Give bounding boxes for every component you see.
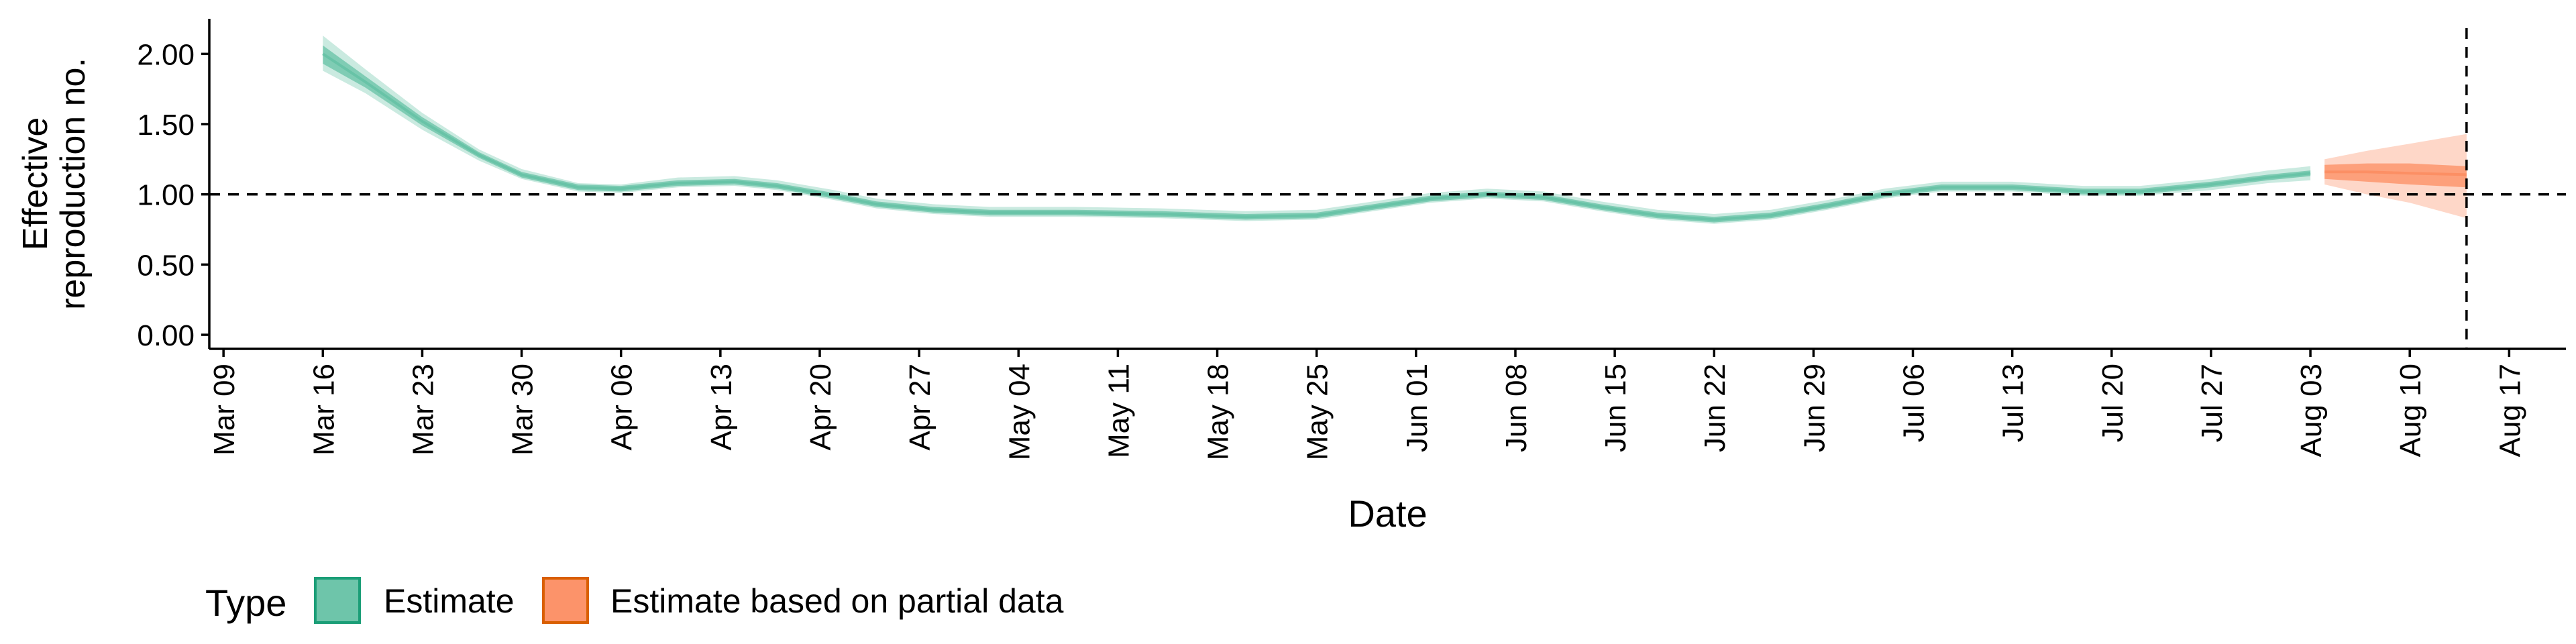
- x-tick-label: Aug 17: [2493, 364, 2526, 457]
- y-tick-label: 0.50: [137, 249, 195, 282]
- band50-series-1: [323, 45, 2311, 223]
- legend-key-series-1: [314, 577, 361, 624]
- x-tick-label: Apr 20: [804, 364, 837, 451]
- y-tick-label: 1.50: [137, 109, 195, 142]
- x-tick-label: Jul 27: [2196, 364, 2229, 442]
- band90-series-1: [323, 36, 2311, 224]
- y-tick-label: 0.00: [137, 319, 195, 352]
- x-tick-label: Mar 16: [307, 364, 340, 455]
- x-tick-label: Apr 13: [705, 364, 738, 451]
- bands-layer: [323, 36, 2467, 224]
- y-axis-title-line: reproduction no.: [54, 58, 93, 310]
- x-tick-label: May 25: [1301, 364, 1334, 460]
- legend: Type Estimate Estimate based on partial d…: [205, 577, 1064, 624]
- x-tick-label: Apr 06: [606, 364, 639, 451]
- median-line-series-2: [2324, 170, 2467, 176]
- x-tick-label: Jun 15: [1599, 364, 1632, 452]
- x-tick-label: Jun 29: [1798, 364, 1831, 452]
- x-tick-label: Jun 22: [1699, 364, 1731, 452]
- legend-key-series-2: [542, 577, 589, 624]
- y-axis-ticks: 0.00 0.50 1.00 1.50 2.00: [137, 38, 209, 352]
- x-tick-label: Aug 03: [2295, 364, 2328, 457]
- legend-label-series-1: Estimate: [384, 582, 515, 620]
- median-line-series-1: [322, 52, 2311, 221]
- y-axis-title-line: Effective: [16, 117, 55, 250]
- lines-layer: [322, 52, 2467, 221]
- x-tick-label: Aug 10: [2394, 364, 2427, 457]
- legend-items: Estimate Estimate based on partial data: [314, 577, 1064, 624]
- x-tick-label: Jul 13: [1997, 364, 2030, 442]
- x-tick-label: Mar 09: [208, 364, 241, 455]
- y-axis-title: Effectivereproduction no.: [16, 58, 93, 310]
- y-tick-label: 2.00: [137, 38, 195, 71]
- x-tick-label: May 11: [1102, 364, 1135, 458]
- y-tick-label: 1.00: [137, 179, 195, 212]
- x-tick-label: Jul 06: [1898, 364, 1931, 442]
- x-tick-label: Jul 20: [2096, 364, 2129, 442]
- x-tick-label: May 18: [1202, 364, 1235, 460]
- x-tick-label: Mar 23: [407, 364, 439, 455]
- x-tick-label: Apr 27: [904, 364, 936, 451]
- x-tick-label: Jun 01: [1401, 364, 1434, 452]
- legend-title: Type: [205, 582, 286, 624]
- x-axis-ticks: Mar 09 Mar 16 Mar 23 Mar 30 Apr 06 Apr 13 Apr …: [208, 349, 2526, 460]
- x-tick-label: Jun 08: [1500, 364, 1533, 452]
- x-tick-label: Mar 30: [506, 364, 539, 455]
- x-tick-label: May 04: [1003, 364, 1036, 460]
- legend-label-series-2: Estimate based on partial data: [610, 582, 1064, 620]
- band50-series-2: [2324, 163, 2467, 188]
- x-axis-title: Date: [1348, 492, 1427, 535]
